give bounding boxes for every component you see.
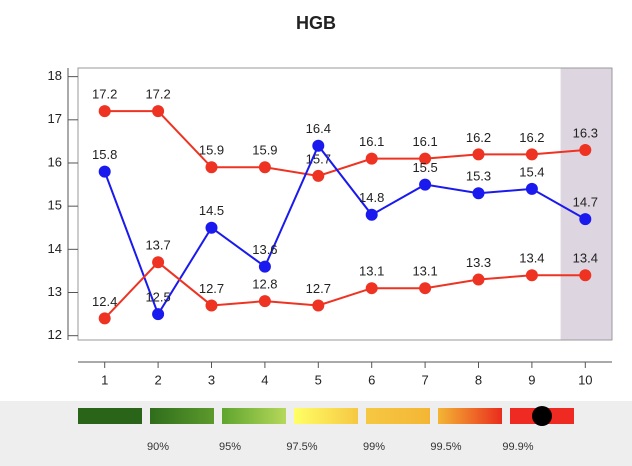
data-point xyxy=(98,105,111,118)
data-label: 17.2 xyxy=(92,87,117,102)
x-tick-label: 5 xyxy=(315,372,322,387)
x-tick-label: 9 xyxy=(528,372,535,387)
data-label: 15.8 xyxy=(92,147,117,162)
scale-label: 99% xyxy=(363,441,385,453)
plot-frame xyxy=(77,67,613,341)
highlight-band xyxy=(560,68,612,340)
scale-label: 95% xyxy=(219,441,241,453)
scale-label: 97.5% xyxy=(286,441,317,453)
data-point xyxy=(419,178,432,191)
data-point xyxy=(579,213,592,226)
data-point xyxy=(98,165,111,178)
data-label: 13.7 xyxy=(145,238,170,253)
scale-swatch xyxy=(222,408,286,424)
data-label: 12.4 xyxy=(92,294,117,309)
scale-swatch xyxy=(366,408,430,424)
x-tick-label: 7 xyxy=(421,372,428,387)
data-label: 15.5 xyxy=(412,160,437,175)
x-tick-label: 6 xyxy=(368,372,375,387)
data-point xyxy=(312,139,325,152)
data-point xyxy=(472,148,485,161)
y-tick-label: 16 xyxy=(48,154,62,169)
series-line xyxy=(103,260,586,320)
scale-swatch xyxy=(150,408,214,424)
data-label: 16.1 xyxy=(359,134,384,149)
data-point xyxy=(312,169,325,182)
data-label: 13.6 xyxy=(252,242,277,257)
data-point xyxy=(579,269,592,282)
y-tick-label: 17 xyxy=(48,111,62,126)
data-label: 12.7 xyxy=(306,281,331,296)
data-point xyxy=(525,148,538,161)
scale-label: 90% xyxy=(147,441,169,453)
data-point xyxy=(365,208,378,221)
data-label: 14.5 xyxy=(199,203,224,218)
data-label: 16.1 xyxy=(412,134,437,149)
data-point xyxy=(258,161,271,174)
data-label: 16.2 xyxy=(466,130,491,145)
series-line xyxy=(104,110,586,177)
y-tick-label: 18 xyxy=(48,68,62,83)
series-line xyxy=(103,143,586,317)
y-tick-label: 15 xyxy=(48,198,62,213)
data-label: 13.4 xyxy=(573,251,598,266)
data-label: 13.1 xyxy=(412,264,437,279)
data-label: 12.8 xyxy=(252,277,277,292)
data-point xyxy=(312,299,325,312)
data-point xyxy=(98,312,111,325)
data-point xyxy=(525,182,538,195)
data-label: 15.9 xyxy=(199,143,224,158)
scale-swatch xyxy=(294,408,358,424)
scale-label: 99.9% xyxy=(502,441,533,453)
chart-title: HGB xyxy=(296,13,336,33)
data-label: 15.9 xyxy=(252,143,277,158)
data-point xyxy=(152,105,165,118)
data-point xyxy=(419,282,432,295)
x-tick-label: 1 xyxy=(101,372,108,387)
x-tick-label: 3 xyxy=(208,372,215,387)
data-point xyxy=(365,282,378,295)
scale-label: 99.5% xyxy=(430,441,461,453)
data-label: 16.4 xyxy=(306,121,331,136)
data-point xyxy=(579,144,592,157)
data-point xyxy=(525,269,538,282)
x-tick-label: 10 xyxy=(578,372,592,387)
data-point xyxy=(419,152,432,165)
y-tick-label: 14 xyxy=(48,241,62,256)
data-label: 15.4 xyxy=(519,164,544,179)
data-label: 16.3 xyxy=(573,125,598,140)
scale-swatch xyxy=(438,408,502,424)
x-tick-label: 2 xyxy=(154,372,161,387)
data-point xyxy=(258,295,271,308)
y-tick-label: 12 xyxy=(48,327,62,342)
data-label: 17.2 xyxy=(145,87,170,102)
data-label: 13.4 xyxy=(519,251,544,266)
data-label: 12.5 xyxy=(145,290,170,305)
data-label: 12.7 xyxy=(199,281,224,296)
data-point xyxy=(472,187,485,200)
data-point xyxy=(472,273,485,286)
data-label: 13.3 xyxy=(466,255,491,270)
x-tick-label: 8 xyxy=(475,372,482,387)
y-tick-label: 13 xyxy=(48,284,62,299)
data-point xyxy=(205,221,218,234)
data-point xyxy=(205,161,218,174)
scale-swatch xyxy=(78,408,142,424)
data-point xyxy=(152,308,165,321)
data-point xyxy=(205,299,218,312)
data-point xyxy=(365,152,378,165)
data-label: 13.1 xyxy=(359,264,384,279)
data-point xyxy=(258,260,271,273)
data-label: 16.2 xyxy=(519,130,544,145)
data-point xyxy=(152,256,165,269)
data-label: 14.8 xyxy=(359,190,384,205)
data-label: 15.3 xyxy=(466,169,491,184)
data-label: 14.7 xyxy=(573,195,598,210)
scale-marker xyxy=(532,406,552,426)
x-tick-label: 4 xyxy=(261,372,268,387)
